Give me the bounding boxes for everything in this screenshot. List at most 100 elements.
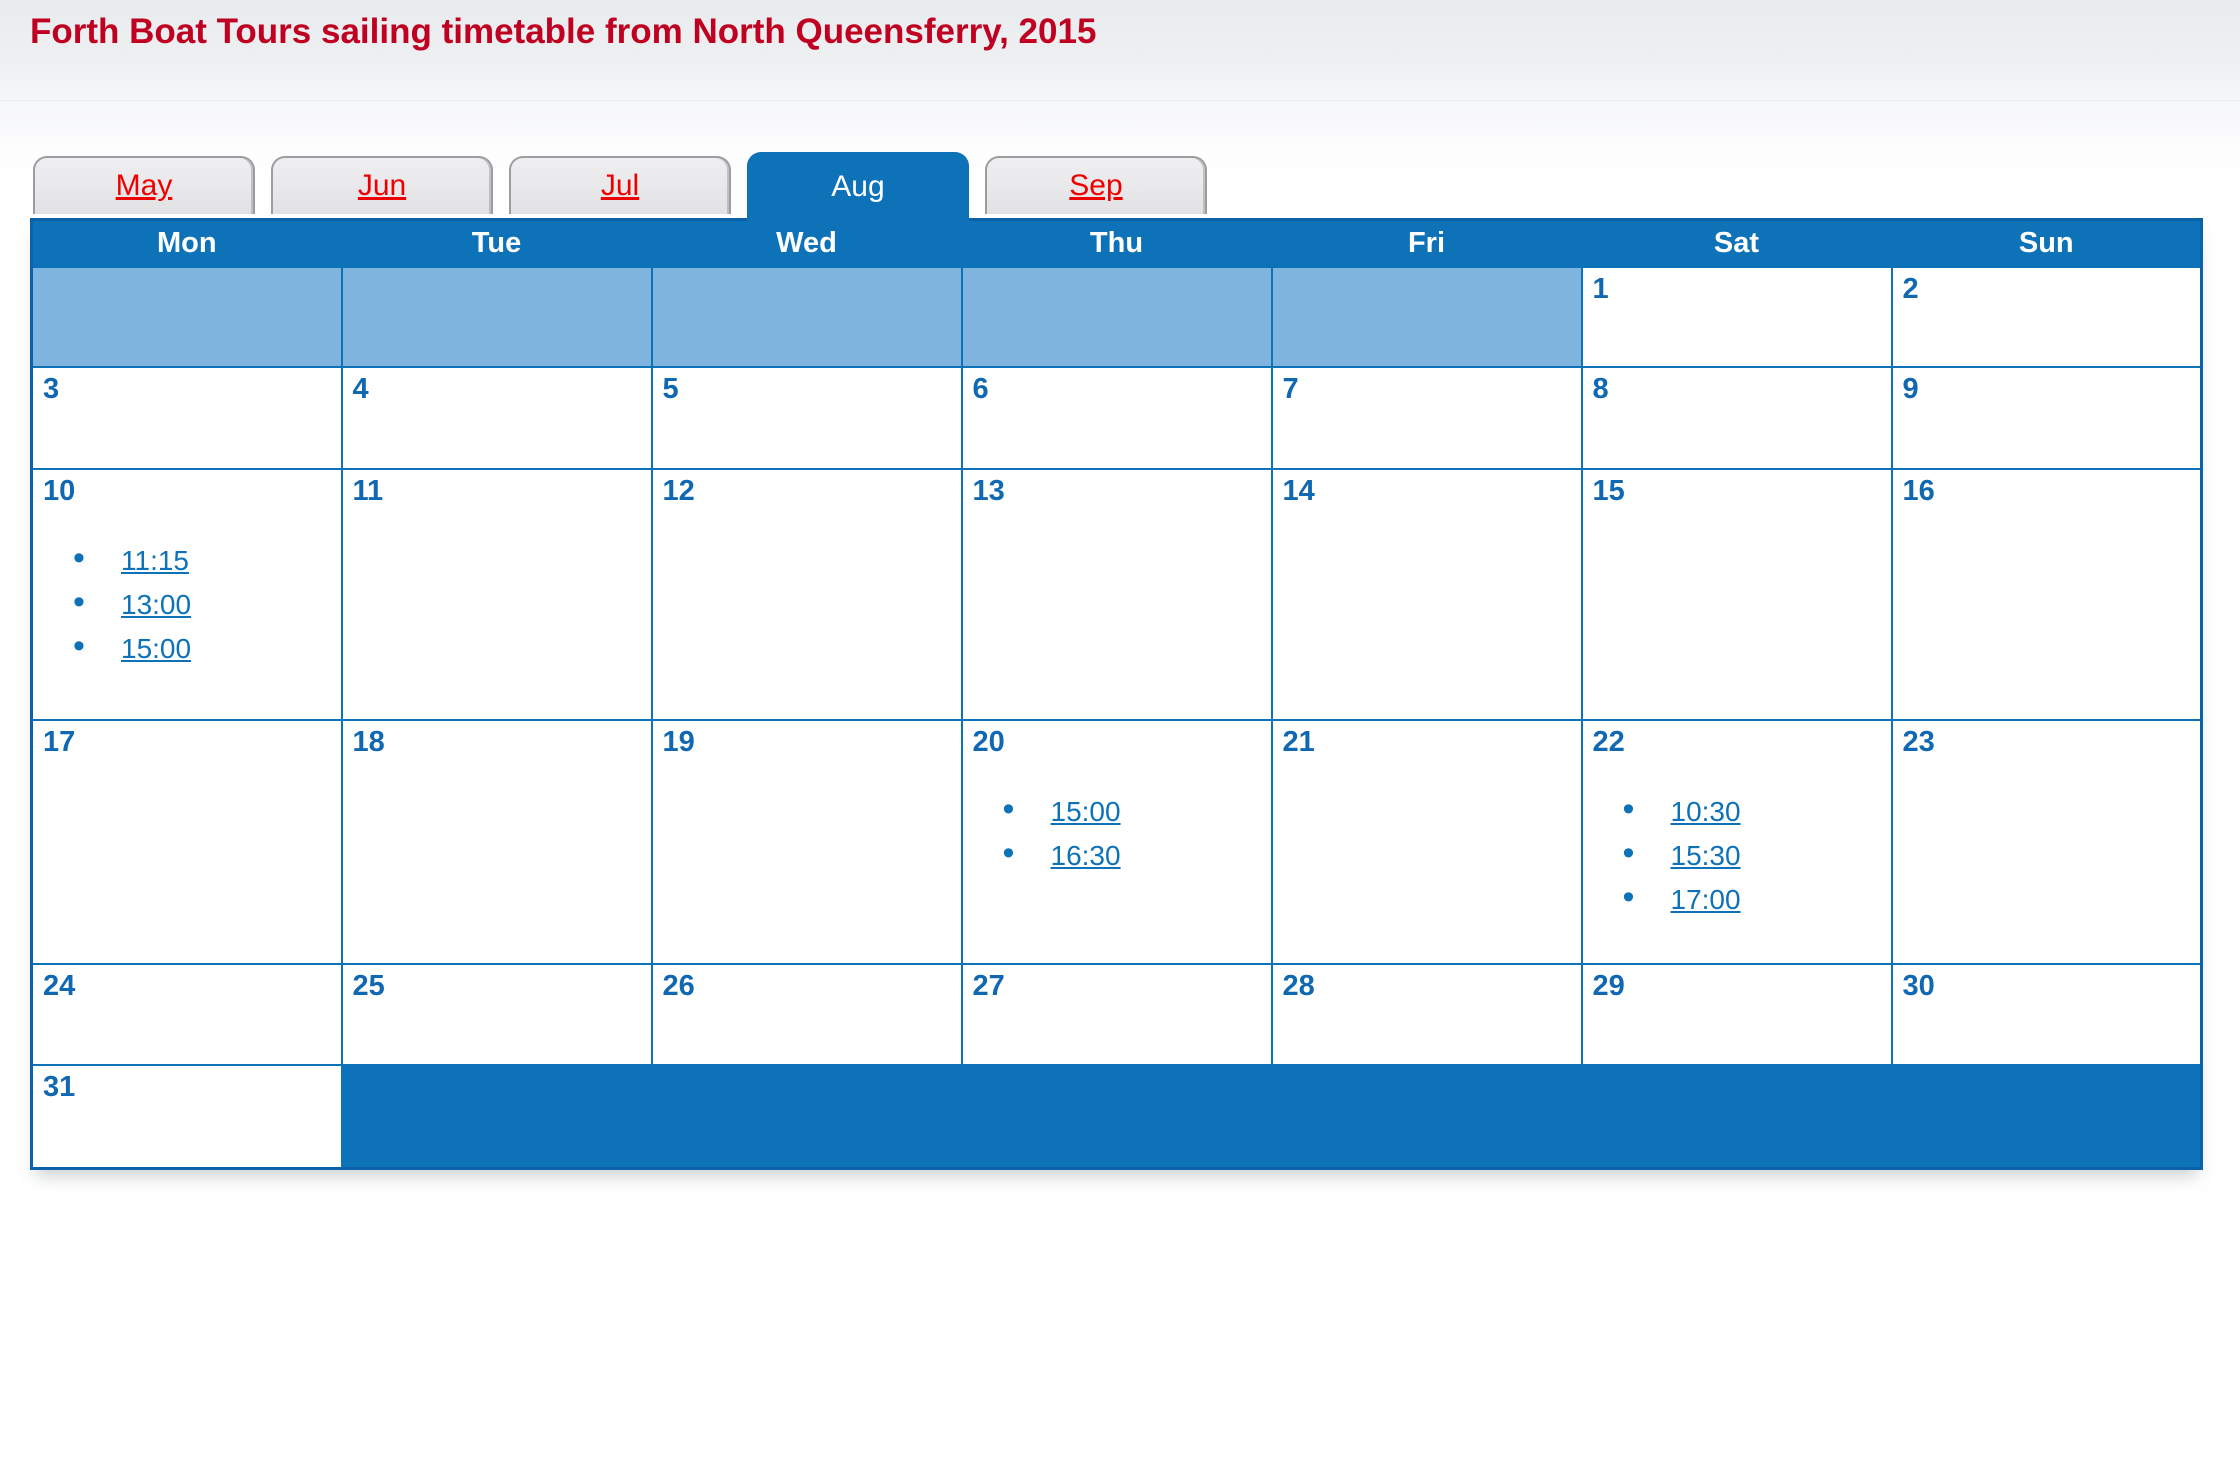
sailing-time-link[interactable]: 15:00 [1050, 795, 1121, 827]
sailing-time-item: 10:30 [1623, 793, 1885, 828]
day-number: 11 [352, 474, 384, 507]
calendar-day-cell-1: 1 [1580, 265, 1893, 368]
sailing-time-item: 13:00 [73, 586, 335, 621]
calendar-blank-cell [650, 265, 963, 368]
calendar-day-cell-18: 18 [340, 718, 653, 965]
sailing-time-link[interactable]: 15:30 [1670, 839, 1741, 871]
day-number: 13 [972, 474, 1005, 507]
calendar-blank-cell [30, 265, 343, 368]
sailing-time-item: 15:00 [73, 630, 335, 665]
day-number: 23 [1902, 725, 1935, 758]
tab-label[interactable]: Jun [357, 169, 407, 202]
tab-sep[interactable]: Sep [985, 156, 1207, 214]
tab-label[interactable]: Sep [1069, 169, 1123, 202]
day-number: 27 [972, 969, 1005, 1002]
day-number: 6 [972, 372, 989, 405]
calendar-blank-cell [960, 265, 1273, 368]
weekday-header-thu: Thu [960, 218, 1273, 268]
calendar-header: Mon Tue Wed Thu Fri Sat Sun [30, 218, 2203, 268]
sailing-time-link[interactable]: 11:15 [121, 544, 189, 576]
day-number: 22 [1592, 725, 1625, 758]
day-number: 24 [43, 969, 76, 1002]
calendar-week-row: 17 18 19 20 15:00 16:30 21 22 10:30 15:30 17:00 23 [30, 718, 2203, 965]
calendar-day-cell-10: 10 11:15 13:00 15:00 [30, 467, 343, 721]
weekday-header-wed: Wed [650, 218, 963, 268]
calendar-day-cell-16: 16 [1890, 467, 2203, 721]
sailing-time-link[interactable]: 15:00 [121, 632, 192, 664]
weekday-header-sat: Sat [1580, 218, 1893, 268]
tab-jul[interactable]: Jul [509, 156, 731, 214]
day-number: 7 [1282, 372, 1299, 405]
calendar-week-row: 3 4 5 6 7 8 9 [30, 365, 2203, 470]
calendar-day-cell-22: 22 10:30 15:30 17:00 [1580, 718, 1893, 965]
day-number: 18 [352, 725, 385, 758]
day-number: 16 [1902, 474, 1935, 507]
calendar-day-cell-11: 11 [340, 467, 653, 721]
day-number: 4 [352, 372, 369, 405]
sailing-time-link[interactable]: 16:30 [1050, 839, 1121, 871]
tab-may[interactable]: May [33, 156, 255, 214]
tab-label[interactable]: Jul [600, 169, 640, 202]
sailing-time-link[interactable]: 10:30 [1670, 795, 1741, 827]
tab-label: Aug [831, 170, 885, 203]
calendar-filler-cell [340, 1063, 2203, 1170]
sailing-time-item: 11:15 [73, 542, 335, 577]
tab-jun[interactable]: Jun [271, 156, 493, 214]
calendar-week-row: 10 11:15 13:00 15:00 11 12 13 14 15 16 [30, 467, 2203, 721]
day-number: 20 [972, 725, 1005, 758]
day-number: 29 [1592, 969, 1625, 1002]
calendar-day-cell-6: 6 [960, 365, 1273, 470]
weekday-header-tue: Tue [340, 218, 653, 268]
day-number: 17 [43, 725, 76, 758]
calendar-day-cell-9: 9 [1890, 365, 2203, 470]
calendar-day-cell-27: 27 [960, 962, 1273, 1066]
sailing-time-item: 15:00 [1003, 793, 1265, 828]
day-number: 9 [1902, 372, 1919, 405]
day-number: 3 [43, 372, 60, 405]
day-number: 21 [1282, 725, 1315, 758]
weekday-header-sun: Sun [1890, 218, 2203, 268]
page-title: Forth Boat Tours sailing timetable from … [30, 12, 1097, 51]
tab-aug[interactable]: Aug [747, 152, 969, 222]
sailing-time-item: 16:30 [1003, 837, 1265, 872]
calendar-week-row: 31 [30, 1063, 2203, 1170]
calendar-day-cell-29: 29 [1580, 962, 1893, 1066]
calendar-day-cell-5: 5 [650, 365, 963, 470]
day-number: 26 [662, 969, 695, 1002]
day-number: 28 [1282, 969, 1315, 1002]
day-number: 14 [1282, 474, 1315, 507]
sailing-time-link[interactable]: 13:00 [121, 588, 192, 620]
month-tabs: May Jun Jul Aug Sep [33, 150, 2240, 222]
calendar-day-cell-14: 14 [1270, 467, 1583, 721]
calendar-day-cell-2: 2 [1890, 265, 2203, 368]
calendar-day-cell-30: 30 [1890, 962, 2203, 1066]
sailing-times-list: 10:30 15:30 17:00 [1593, 793, 1885, 916]
day-number: 31 [43, 1070, 76, 1103]
sailing-time-link[interactable]: 17:00 [1670, 883, 1741, 915]
calendar-day-cell-7: 7 [1270, 365, 1583, 470]
day-number: 25 [352, 969, 385, 1002]
calendar-day-cell-24: 24 [30, 962, 343, 1066]
day-number: 2 [1902, 272, 1919, 305]
calendar-day-cell-31: 31 [30, 1063, 343, 1170]
calendar-day-cell-4: 4 [340, 365, 653, 470]
tab-label[interactable]: May [115, 169, 173, 202]
calendar-week-row: 24 25 26 27 28 29 30 [30, 962, 2203, 1066]
weekday-header-row: Mon Tue Wed Thu Fri Sat Sun [30, 218, 2203, 268]
day-number: 5 [662, 372, 679, 405]
day-number: 10 [43, 474, 76, 507]
calendar-day-cell-15: 15 [1580, 467, 1893, 721]
calendar-day-cell-17: 17 [30, 718, 343, 965]
calendar-day-cell-25: 25 [340, 962, 653, 1066]
day-number: 1 [1592, 272, 1609, 305]
weekday-header-mon: Mon [30, 218, 343, 268]
calendar-day-cell-3: 3 [30, 365, 343, 470]
calendar-day-cell-8: 8 [1580, 365, 1893, 470]
header-divider [0, 100, 2240, 102]
day-number: 15 [1592, 474, 1625, 507]
sailing-time-item: 17:00 [1623, 881, 1885, 916]
calendar-day-cell-12: 12 [650, 467, 963, 721]
calendar-blank-cell [1270, 265, 1583, 368]
